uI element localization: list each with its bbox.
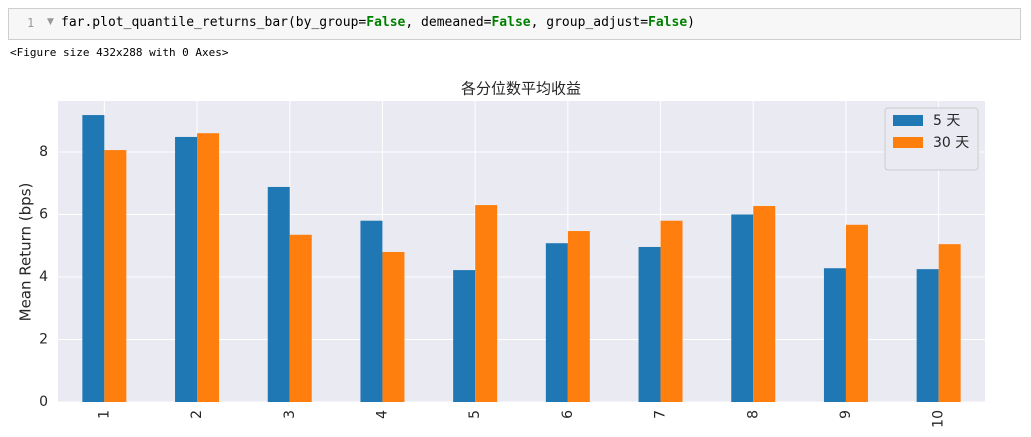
legend-swatch [893, 115, 923, 126]
output-text: <Figure size 432x288 with 0 Axes> [10, 46, 229, 59]
y-tick-label: 2 [39, 331, 48, 347]
bar [916, 269, 939, 402]
code-part: , demeaned= [405, 15, 492, 30]
x-tick-label: 9 [838, 410, 854, 419]
bar [104, 150, 127, 402]
x-tick-label: 5 [467, 410, 483, 419]
y-tick-label: 8 [39, 144, 48, 160]
bar [731, 214, 754, 402]
legend-swatch [893, 137, 923, 148]
code-cell[interactable]: 1 ▼ far.plot_quantile_returns_bar(by_gro… [8, 8, 1021, 40]
x-tick-label: 2 [189, 410, 205, 419]
code-part: far.plot_quantile_returns_bar(by_group= [61, 15, 367, 30]
chart-title: 各分位数平均收益 [461, 80, 581, 98]
bar [845, 224, 868, 402]
bar [660, 220, 683, 402]
y-axis-label: Mean Return (bps) [17, 183, 35, 322]
bar [175, 136, 198, 403]
bar [475, 205, 498, 402]
x-tick-label: 4 [374, 410, 390, 419]
line-number: 1 [27, 16, 35, 30]
collapse-arrow[interactable]: ▼ [47, 17, 54, 27]
x-tick-label: 10 [931, 410, 947, 428]
code-part: ) [687, 15, 695, 30]
keyword: False [491, 15, 531, 30]
bar [453, 270, 476, 402]
bar [823, 268, 846, 402]
bar [82, 115, 105, 402]
chart: 各分位数平均收益 Mean Return (bps) 0 2 4 6 8 1 2 3 4 5 6 7 8… [17, 80, 985, 428]
x-tick-label: 3 [282, 410, 298, 419]
x-tick-label: 8 [745, 410, 761, 419]
code-part: , group_adjust= [530, 15, 649, 30]
x-tick-label: 1 [96, 410, 112, 419]
y-tick-label: 0 [39, 394, 48, 410]
bar [753, 206, 776, 402]
x-tick-label: 7 [653, 410, 669, 419]
bar [360, 220, 383, 402]
code: far.plot_quantile_returns_bar(by_group=F… [61, 15, 695, 30]
bar [382, 251, 405, 402]
bar [289, 234, 312, 402]
bar [545, 243, 568, 402]
bar [638, 246, 661, 402]
bar [197, 133, 220, 402]
legend-label: 30 天 [933, 135, 969, 151]
keyword: False [648, 15, 688, 30]
keyword: False [366, 15, 406, 30]
bar [267, 186, 290, 402]
legend-label: 5 天 [933, 113, 960, 129]
x-tick-label: 6 [560, 410, 576, 419]
y-tick-label: 4 [39, 269, 48, 285]
bar [938, 244, 961, 402]
y-tick-label: 6 [39, 206, 48, 222]
bar [567, 231, 590, 402]
